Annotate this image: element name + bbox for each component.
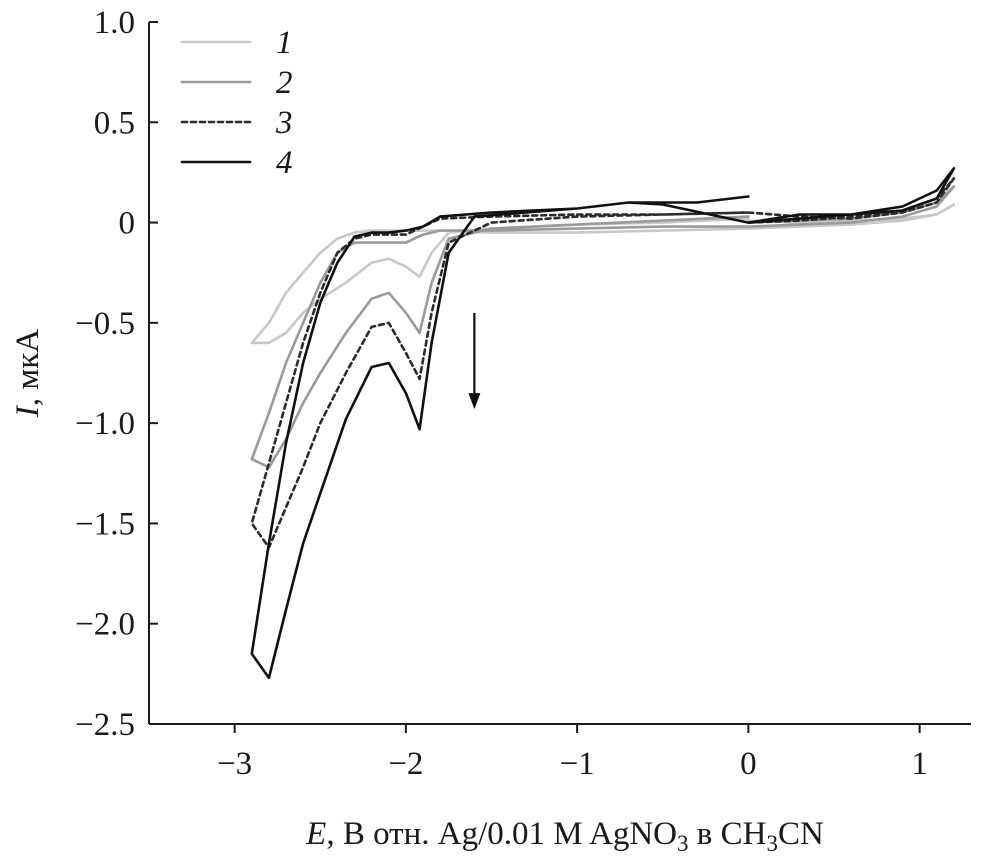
legend-label-4: 4 xyxy=(276,145,293,181)
y-axis-variable: I xyxy=(10,404,46,418)
legend-label-3: 3 xyxy=(275,105,293,141)
y-tick-label: −2.5 xyxy=(75,707,135,743)
x-tick-label: 0 xyxy=(740,746,757,782)
y-tick-label: 0.5 xyxy=(94,105,135,141)
legend-label-2: 2 xyxy=(276,65,293,101)
series-4-line xyxy=(250,167,956,680)
x-axis-label-mid: в CH xyxy=(689,816,767,852)
y-tick-label: −2.0 xyxy=(75,607,135,643)
y-axis-label: I, мкА xyxy=(10,329,46,418)
x-axis-label: E, В отн. Ag/0.01 M AgNO3 в CH3CN xyxy=(305,816,824,856)
y-tick-label: 0 xyxy=(119,206,136,242)
x-tick-label: −2 xyxy=(388,746,423,782)
arrow-head xyxy=(468,393,481,410)
legend-label-1: 1 xyxy=(276,25,293,61)
y-tick-label: −1.0 xyxy=(75,406,135,442)
x-tick-label: 1 xyxy=(911,746,928,782)
y-tick-label: −1.5 xyxy=(75,506,135,542)
x-axis-variable: E xyxy=(305,816,326,852)
y-tick-label: 1.0 xyxy=(94,5,135,41)
curves xyxy=(250,167,956,680)
x-tick-label: −1 xyxy=(560,746,595,782)
x-ticks: −3 −2 −1 0 1 xyxy=(217,724,928,782)
x-axis-subscript-2: 3 xyxy=(766,831,778,856)
x-tick-label: −3 xyxy=(217,746,252,782)
y-tick-label: −0.5 xyxy=(75,306,135,342)
annotation xyxy=(468,312,481,410)
x-axis-label-text: , В отн. Ag/0.01 M AgNO xyxy=(326,816,677,852)
y-axis-label-text: , мкА xyxy=(10,329,46,406)
legend: 1 2 3 4 xyxy=(180,25,293,181)
series-2-line xyxy=(250,185,956,469)
axes xyxy=(148,22,971,725)
x-axis-subscript-1: 3 xyxy=(677,831,689,856)
x-axis-label-tail: CN xyxy=(778,816,824,852)
series-3-line xyxy=(250,177,956,549)
series-1-line xyxy=(250,203,956,345)
y-ticks: 1.0 0.5 0 −0.5 −1.0 −1.5 −2.0 −2.5 xyxy=(75,5,158,743)
